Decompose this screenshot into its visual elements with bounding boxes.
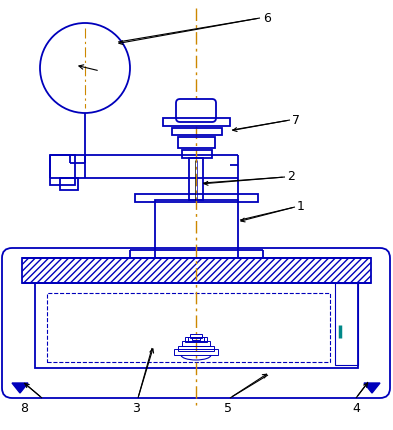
Bar xyxy=(190,334,202,338)
Bar xyxy=(178,345,214,350)
Bar xyxy=(60,178,78,190)
Text: 8: 8 xyxy=(20,402,28,415)
Text: 4: 4 xyxy=(352,402,360,415)
Text: 2: 2 xyxy=(287,171,295,184)
Bar xyxy=(172,128,222,135)
Text: 1: 1 xyxy=(297,200,305,214)
Bar xyxy=(192,337,200,340)
Bar xyxy=(182,341,210,346)
Bar xyxy=(50,155,75,185)
Bar xyxy=(178,137,215,148)
FancyBboxPatch shape xyxy=(2,248,390,398)
FancyBboxPatch shape xyxy=(176,99,216,122)
Text: 3: 3 xyxy=(132,402,140,415)
Bar xyxy=(189,158,203,200)
Bar xyxy=(135,194,258,202)
Bar xyxy=(185,337,207,341)
Bar xyxy=(335,283,358,365)
Bar xyxy=(163,118,230,126)
Polygon shape xyxy=(12,383,28,393)
Text: 7: 7 xyxy=(292,114,300,126)
Bar xyxy=(22,258,371,283)
Bar xyxy=(35,283,358,368)
Circle shape xyxy=(40,23,130,113)
Bar xyxy=(182,150,212,158)
Bar xyxy=(47,293,330,362)
Bar xyxy=(188,337,204,341)
Bar xyxy=(155,200,238,258)
Text: 5: 5 xyxy=(224,402,232,415)
Text: 6: 6 xyxy=(263,12,271,25)
Polygon shape xyxy=(364,383,380,393)
Bar xyxy=(174,349,218,355)
